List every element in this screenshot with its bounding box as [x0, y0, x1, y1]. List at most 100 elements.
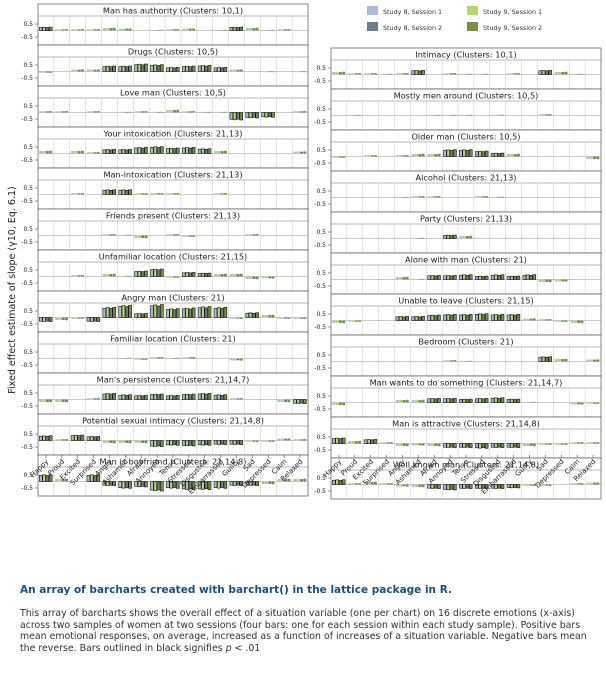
bar	[157, 357, 161, 359]
bar	[249, 440, 253, 442]
bar	[61, 439, 65, 441]
bar	[554, 443, 558, 445]
bar	[102, 481, 107, 486]
bar	[45, 151, 49, 154]
bar	[197, 307, 202, 318]
bar	[204, 65, 208, 72]
bar	[500, 397, 505, 403]
panel-title: Friends present (Clusters: 21,13)	[106, 211, 240, 221]
bar	[105, 149, 110, 154]
bar	[364, 482, 368, 485]
bar	[166, 67, 170, 72]
bar	[497, 153, 501, 157]
bar	[358, 440, 362, 444]
bar	[109, 234, 113, 236]
bar	[338, 72, 342, 75]
bar	[169, 481, 173, 489]
bar	[478, 275, 482, 280]
panel-title: Man-intoxication (Clusters: 21,13)	[103, 170, 242, 180]
bar	[564, 71, 568, 75]
bar	[220, 151, 224, 154]
panel-title: Intimacy (Clusters: 10,1)	[415, 50, 516, 60]
bar	[427, 196, 431, 198]
bar	[446, 360, 450, 362]
y-tick-label: 0.5	[316, 434, 326, 441]
bar	[182, 111, 186, 113]
bar	[181, 147, 186, 154]
bar	[449, 398, 454, 403]
bar	[42, 26, 46, 31]
bar	[176, 308, 180, 318]
bar	[494, 397, 498, 403]
bar	[271, 481, 275, 485]
bar	[296, 399, 300, 404]
bar	[217, 273, 221, 277]
bar	[338, 320, 342, 323]
bar	[157, 111, 161, 113]
bar	[450, 360, 454, 362]
bar	[342, 402, 346, 406]
bar	[213, 67, 218, 72]
bar	[232, 26, 237, 31]
bar	[434, 196, 438, 198]
bar	[443, 114, 447, 116]
bar	[513, 484, 517, 488]
bar	[402, 484, 406, 487]
bar	[169, 193, 173, 195]
bar	[437, 196, 441, 198]
bar	[271, 29, 275, 31]
bar	[462, 484, 466, 489]
bar	[577, 402, 581, 405]
bar	[264, 71, 268, 73]
bar	[45, 475, 50, 482]
bar	[102, 234, 106, 236]
bar	[395, 443, 399, 446]
bar	[453, 484, 457, 491]
bar	[173, 357, 176, 359]
bar	[217, 111, 221, 113]
bar	[192, 357, 196, 359]
bar	[106, 27, 110, 31]
bar	[160, 64, 164, 72]
bar	[140, 395, 145, 400]
bar	[245, 440, 249, 442]
bar	[121, 481, 126, 489]
bar	[185, 28, 189, 31]
bar	[239, 358, 243, 361]
bar	[548, 114, 552, 116]
bar	[459, 236, 463, 239]
panel-frame	[37, 208, 309, 251]
panel-frame	[37, 249, 309, 292]
bar	[118, 275, 122, 277]
bar	[370, 439, 374, 444]
bar	[255, 234, 259, 236]
bar	[478, 313, 482, 321]
bar	[144, 193, 148, 195]
bar	[481, 443, 486, 449]
bar	[437, 443, 441, 447]
bar	[188, 440, 193, 446]
bar	[557, 71, 561, 75]
bar	[217, 67, 221, 72]
bar	[364, 155, 368, 157]
bar	[45, 111, 49, 113]
bar	[593, 402, 596, 404]
bar	[125, 66, 129, 72]
bar	[522, 401, 526, 403]
bar	[74, 434, 78, 441]
bar	[383, 442, 387, 444]
bar	[39, 317, 43, 322]
bar	[96, 69, 100, 72]
bar	[134, 313, 138, 318]
bar	[77, 275, 81, 277]
bar	[128, 234, 132, 236]
bar	[125, 189, 129, 195]
bar	[118, 394, 122, 400]
bar	[74, 69, 78, 72]
panel-title: Potential sexual intimacy (Clusters: 21,…	[82, 416, 264, 426]
bar	[284, 399, 288, 402]
bar	[437, 114, 441, 116]
y-tick-label: -0.5	[314, 242, 326, 249]
bar	[81, 275, 84, 277]
bar	[593, 359, 596, 362]
